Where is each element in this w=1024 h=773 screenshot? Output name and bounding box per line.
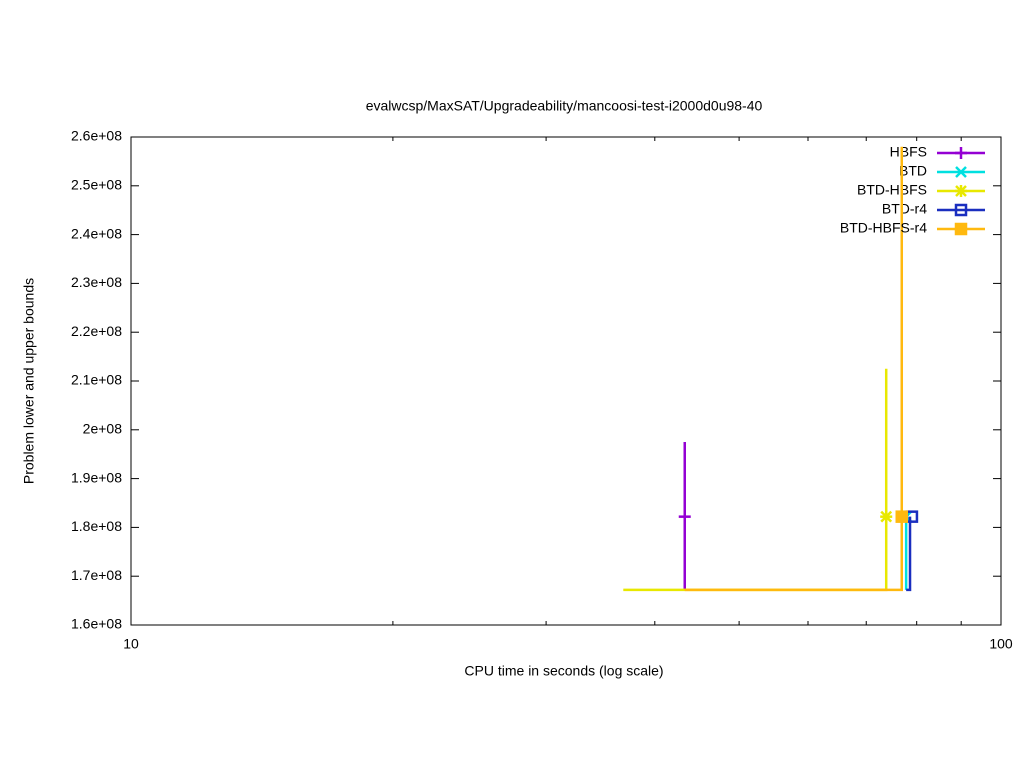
y-tick-label: 2.5e+08: [71, 177, 122, 193]
point-marker: [954, 222, 968, 236]
y-tick-label: 1.7e+08: [71, 567, 122, 583]
x-axis-label: CPU time in seconds (log scale): [464, 663, 663, 679]
y-tick-label: 1.8e+08: [71, 518, 122, 534]
y-tick-label: 2.1e+08: [71, 372, 122, 388]
plot-frame: [130, 136, 1002, 626]
marker-stroke: [955, 166, 967, 178]
y-tick-label: 2.4e+08: [71, 225, 122, 241]
chart-title: evalwcsp/MaxSAT/Upgradeability/mancoosi-…: [366, 98, 763, 114]
y-axis-label: Problem lower and upper bounds: [21, 278, 37, 484]
point-marker: [880, 510, 893, 523]
legend-label: BTD-HBFS-r4: [840, 220, 927, 236]
legend-label: BTD-r4: [882, 201, 927, 217]
y-tick-label: 2.2e+08: [71, 323, 122, 339]
legend-label: HBFS: [890, 144, 927, 160]
point-marker: [678, 510, 691, 523]
marker-stroke: [955, 185, 967, 197]
point-marker: [955, 185, 967, 197]
series-line: [684, 146, 904, 592]
series-line: [906, 516, 912, 592]
marker-shape: [895, 510, 909, 523]
marker-shape: [954, 203, 968, 217]
point-marker: [955, 166, 967, 178]
legend-label: BTD-HBFS: [857, 182, 927, 198]
y-tick-label: 2.3e+08: [71, 274, 122, 290]
x-tick-label: 100: [989, 636, 1013, 652]
y-tick-label: 1.6e+08: [71, 616, 122, 632]
y-tick-label: 2.6e+08: [71, 128, 122, 144]
x-tick-label: 10: [123, 636, 139, 652]
point-marker: [955, 147, 967, 159]
y-tick-label: 2e+08: [83, 421, 123, 437]
marker-shape: [954, 222, 968, 236]
legend-label: BTD: [899, 163, 927, 179]
y-tick-label: 1.9e+08: [71, 469, 122, 485]
marker-stroke: [880, 510, 893, 523]
point-marker: [954, 203, 968, 217]
point-marker: [895, 510, 909, 523]
series-line: [623, 368, 888, 592]
